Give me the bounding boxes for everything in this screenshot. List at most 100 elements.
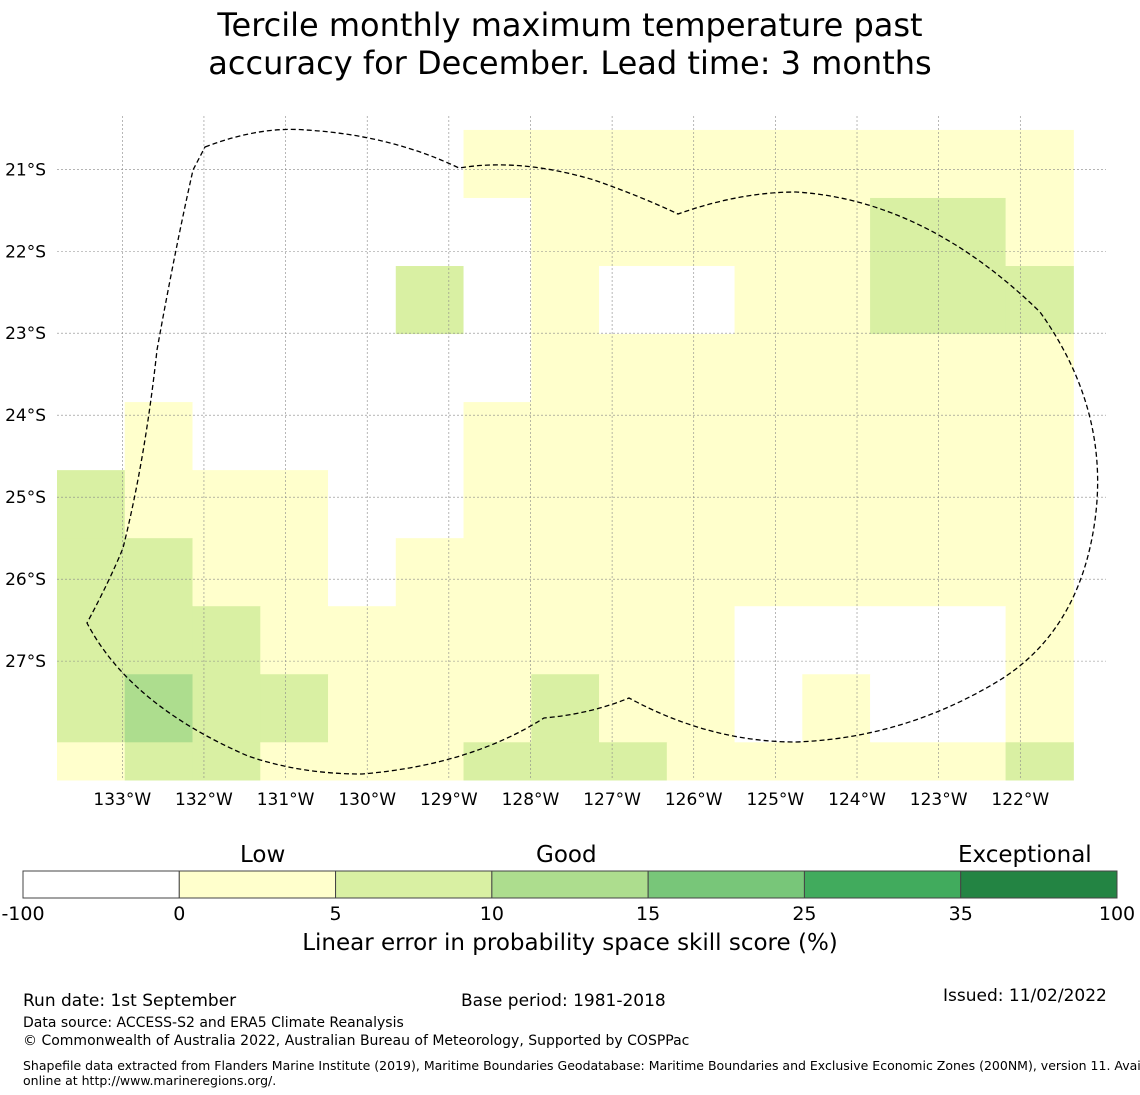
grid-cell bbox=[870, 538, 939, 607]
grid-cell bbox=[192, 674, 261, 743]
grid-cell bbox=[57, 402, 126, 471]
grid-cell bbox=[1005, 197, 1074, 267]
latitude-labels: 21°S 22°S 23°S 24°S 25°S 26°S 27°S bbox=[5, 160, 46, 672]
grid-cell bbox=[531, 538, 600, 607]
grid-cell bbox=[870, 674, 939, 743]
grid-cell bbox=[599, 606, 668, 675]
colorbar-swatch bbox=[647, 870, 805, 899]
grid-cell bbox=[260, 606, 329, 675]
colorbar-tick-label: 15 bbox=[636, 903, 660, 925]
grid-cell bbox=[531, 197, 600, 267]
grid-cell bbox=[802, 606, 871, 675]
grid-cell bbox=[395, 197, 465, 267]
grid-cell bbox=[57, 129, 126, 199]
longitude-label: 123°W bbox=[910, 790, 968, 810]
grid-cell bbox=[260, 129, 329, 199]
grid-cell bbox=[260, 402, 329, 471]
longitude-label: 129°W bbox=[420, 790, 478, 810]
base-period: Base period: 1981-2018 bbox=[461, 991, 666, 1011]
grid-cell bbox=[937, 470, 1007, 539]
grid-cell bbox=[802, 129, 871, 199]
grid-cell bbox=[328, 129, 397, 199]
eez-outline bbox=[86, 128, 1099, 775]
longitude-label: 127°W bbox=[583, 790, 641, 810]
grid-cell bbox=[192, 742, 261, 781]
colorbar-tick-label: 35 bbox=[949, 903, 973, 925]
grid-cell bbox=[192, 197, 261, 267]
colorbar-tick-label: -100 bbox=[1, 903, 44, 925]
grid-cell bbox=[328, 742, 397, 781]
grid-cell bbox=[260, 334, 329, 403]
grid-cell bbox=[192, 606, 261, 675]
grid-cell bbox=[531, 129, 600, 199]
grid-cell bbox=[192, 266, 261, 335]
longitude-label: 132°W bbox=[175, 790, 233, 810]
grid-cell bbox=[531, 402, 600, 471]
grid-cell bbox=[666, 606, 736, 675]
longitude-label: 124°W bbox=[828, 790, 886, 810]
grid-cell bbox=[1005, 402, 1074, 471]
colorbar-tick-label: 100 bbox=[1099, 903, 1135, 925]
grid-cell bbox=[599, 470, 668, 539]
grid-cell bbox=[666, 334, 736, 403]
grid-cell bbox=[937, 402, 1007, 471]
grid-cell bbox=[734, 334, 803, 403]
grid-cell bbox=[395, 538, 465, 607]
grid-cell bbox=[328, 266, 397, 335]
latitude-label: 26°S bbox=[5, 570, 46, 590]
grid-cell bbox=[666, 266, 736, 335]
grid-cell bbox=[937, 742, 1007, 781]
shapefile-credit-line-1: Shapefile data extracted from Flanders M… bbox=[23, 1058, 1140, 1073]
grid-cell bbox=[937, 197, 1007, 267]
grid-cell bbox=[57, 266, 126, 335]
grid-cell bbox=[666, 129, 736, 199]
grid-cell bbox=[870, 266, 939, 335]
grid-cell bbox=[463, 197, 532, 267]
grid-cell bbox=[328, 197, 397, 267]
grid-cell bbox=[395, 674, 465, 743]
grid-cell bbox=[734, 402, 803, 471]
grid-cell bbox=[57, 538, 126, 607]
grid-cell bbox=[124, 197, 194, 267]
grid-cell bbox=[395, 402, 465, 471]
grid-cell bbox=[192, 470, 261, 539]
grid-cell bbox=[666, 470, 736, 539]
longitude-labels: 133°W 132°W 131°W 130°W 129°W 128°W 127°W 126°W… bbox=[93, 790, 1049, 810]
grid-cell bbox=[57, 742, 126, 781]
run-date: Run date: 1st September bbox=[23, 991, 237, 1011]
grid-cell bbox=[463, 606, 532, 675]
grid-cell bbox=[870, 470, 939, 539]
grid-cell bbox=[328, 470, 397, 539]
grid-cell bbox=[937, 334, 1007, 403]
grid-cell bbox=[734, 606, 803, 675]
grid-cell bbox=[260, 742, 329, 781]
grid-cell bbox=[937, 538, 1007, 607]
grid-cell bbox=[192, 538, 261, 607]
grid-cell bbox=[395, 266, 465, 335]
colorbar-tick-label: 25 bbox=[792, 903, 816, 925]
grid-cell bbox=[870, 742, 939, 781]
grid-cell bbox=[463, 742, 532, 781]
issued-date: Issued: 11/02/2022 bbox=[943, 986, 1107, 1006]
grid-cell bbox=[666, 538, 736, 607]
skill-map: 133°W 132°W 131°W 130°W 129°W 128°W 127°W 126°W… bbox=[5, 116, 1106, 810]
grid-cell bbox=[192, 334, 261, 403]
grid-cell bbox=[531, 674, 600, 743]
grid-cell bbox=[599, 129, 668, 199]
grid-cell bbox=[124, 538, 194, 607]
grid-cell bbox=[531, 470, 600, 539]
grid-cell bbox=[463, 674, 532, 743]
colorbar-tick-label: 5 bbox=[330, 903, 342, 925]
grid-cell bbox=[260, 197, 329, 267]
longitude-label: 133°W bbox=[93, 790, 151, 810]
grid-cell bbox=[328, 402, 397, 471]
data-source: Data source: ACCESS-S2 and ERA5 Climate … bbox=[23, 1015, 404, 1031]
grid-cell bbox=[124, 606, 194, 675]
latitude-label: 21°S bbox=[5, 160, 46, 180]
grid-cell bbox=[599, 674, 668, 743]
colorbar: -100 0 5 10 15 25 35 100 bbox=[1, 870, 1135, 925]
grid-cell bbox=[124, 266, 194, 335]
grid-cell bbox=[1005, 470, 1074, 539]
colorbar-swatch bbox=[960, 870, 1118, 899]
grid-cell bbox=[599, 538, 668, 607]
